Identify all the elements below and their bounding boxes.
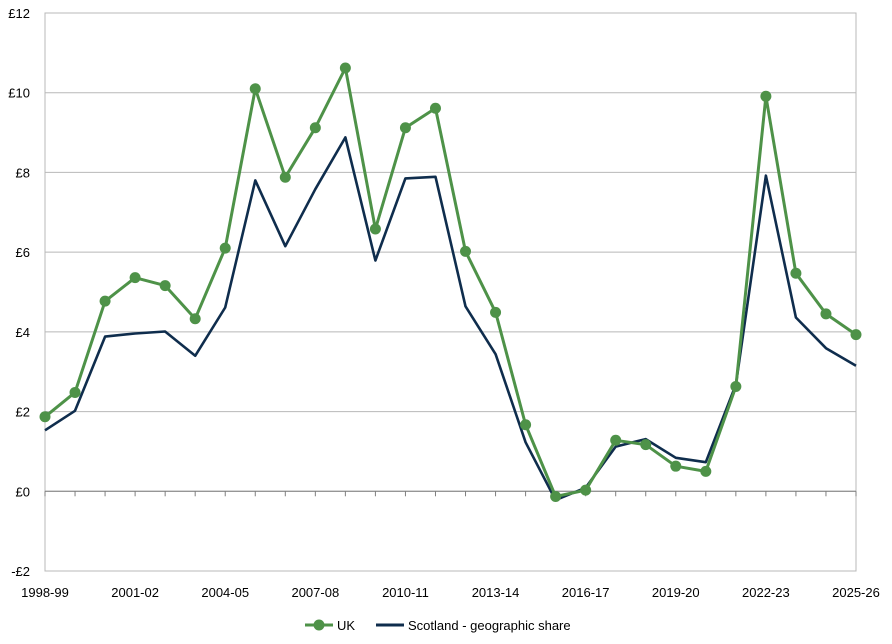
y-tick-label: £0	[16, 484, 30, 499]
legend: UK Scotland - geographic share	[305, 618, 571, 633]
x-tick-label: 2010-11	[382, 585, 429, 600]
data-point	[249, 83, 261, 95]
y-tick-label: £2	[16, 405, 30, 420]
data-point	[670, 460, 682, 472]
legend-label: UK	[337, 618, 355, 633]
legend-label: Scotland - geographic share	[408, 618, 571, 633]
data-point	[129, 272, 141, 284]
y-tick-label: £12	[8, 6, 30, 21]
data-point	[520, 419, 532, 431]
gridlines	[44, 12, 857, 572]
x-tick-label: 2013-14	[472, 585, 520, 600]
legend-swatch-marker	[313, 619, 325, 631]
x-tick-label: 2025-26	[832, 585, 880, 600]
y-tick-label: -£2	[11, 564, 30, 579]
series-line	[44, 66, 857, 498]
data-point	[219, 242, 231, 254]
y-tick-label: £4	[16, 325, 30, 340]
data-point	[700, 465, 712, 477]
data-point	[640, 439, 652, 451]
series-uk	[39, 62, 862, 502]
legend-item-uk: UK	[305, 618, 355, 633]
data-point	[339, 62, 351, 74]
x-tick-label: 2001-02	[111, 585, 159, 600]
data-point	[39, 411, 51, 423]
series-scotland	[44, 136, 857, 502]
y-tick-label: £8	[16, 165, 30, 180]
data-point	[279, 171, 291, 183]
x-tick-label: 2004-05	[201, 585, 249, 600]
data-point	[730, 380, 742, 392]
x-tick-label: 1998-99	[21, 585, 69, 600]
data-point	[69, 386, 81, 398]
data-point	[820, 308, 832, 320]
x-tick-label: 2022-23	[742, 585, 790, 600]
data-point	[429, 102, 441, 114]
x-tick-label: 2007-08	[291, 585, 339, 600]
data-point	[850, 329, 862, 341]
series-line	[44, 136, 857, 502]
data-point	[790, 267, 802, 279]
axes: -£2 £0 £2 £4 £6 £8 £10 £12 1998-99 2001-02 2004-05…	[8, 6, 880, 600]
data-point	[399, 122, 411, 134]
x-tick-label: 2019-20	[652, 585, 700, 600]
data-point	[460, 245, 472, 257]
data-point	[369, 223, 381, 235]
y-tick-label: £10	[8, 86, 30, 101]
data-point	[760, 90, 772, 102]
data-point	[159, 280, 171, 292]
data-point	[189, 313, 201, 325]
data-point	[550, 490, 562, 502]
data-point	[580, 484, 592, 496]
data-point	[490, 306, 502, 318]
data-point	[99, 295, 111, 307]
series-group	[39, 62, 862, 502]
y-tick-label: £6	[16, 245, 30, 260]
x-tick-label: 2016-17	[562, 585, 610, 600]
plot-frame	[44, 12, 857, 572]
legend-item-scotland: Scotland - geographic share	[376, 618, 571, 633]
data-point	[610, 434, 622, 446]
data-point	[309, 122, 321, 134]
